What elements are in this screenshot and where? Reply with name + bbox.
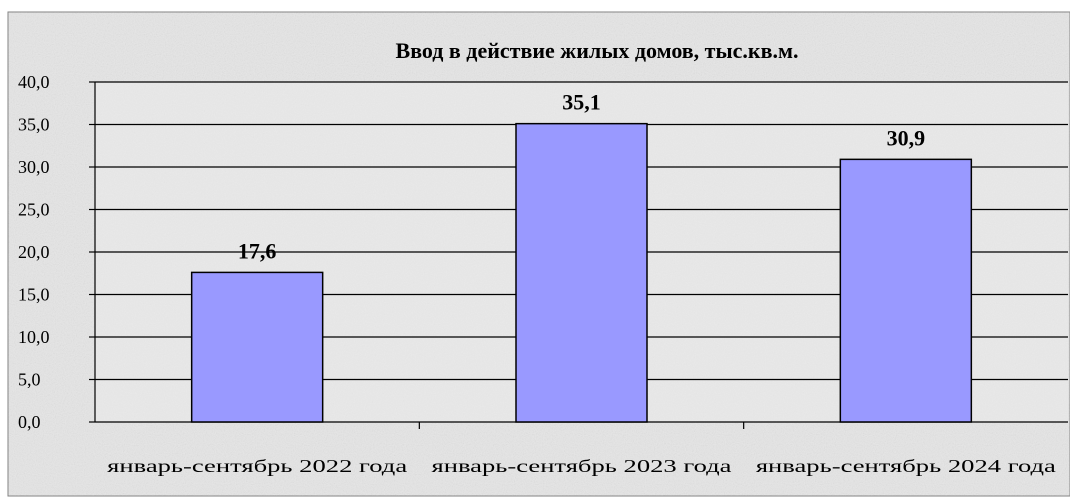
bars (190, 122, 973, 423)
y-tick-label: 35,0 (18, 115, 50, 135)
y-tick-label: 20,0 (18, 242, 50, 262)
bar-value-label: 30,9 (887, 125, 926, 150)
x-axis-category-labels: январь-сентябрь 2022 года январь-сентябрь… (107, 456, 1056, 476)
y-tick-label: 30,0 (18, 157, 50, 177)
y-tick-label: 25,0 (18, 200, 50, 220)
x-category-label: январь-сентябрь 2024 года (756, 456, 1056, 476)
y-axis-tick-labels: 0,0 5,0 10,0 15,0 20,0 25,0 30,0 35,0 40,0 (18, 72, 50, 432)
bar (190, 271, 324, 423)
y-tick-label: 10,0 (18, 327, 50, 347)
y-tick-label: 0,0 (18, 412, 41, 432)
bar-value-label: 17,6 (238, 238, 277, 263)
chart-title: Ввод в действие жилых домов, тыс.кв.м. (396, 38, 799, 63)
y-tick-label: 5,0 (18, 370, 41, 390)
bar (515, 122, 648, 423)
y-tick-label: 15,0 (18, 285, 50, 305)
x-category-label: январь-сентябрь 2023 года (432, 456, 732, 476)
bar-value-label: 35,1 (562, 90, 601, 115)
x-category-label: январь-сентябрь 2022 года (107, 456, 407, 476)
bar-value-labels: 17,6 35,1 30,9 (238, 90, 925, 264)
y-tick-label: 40,0 (18, 72, 50, 92)
bar (839, 158, 973, 423)
